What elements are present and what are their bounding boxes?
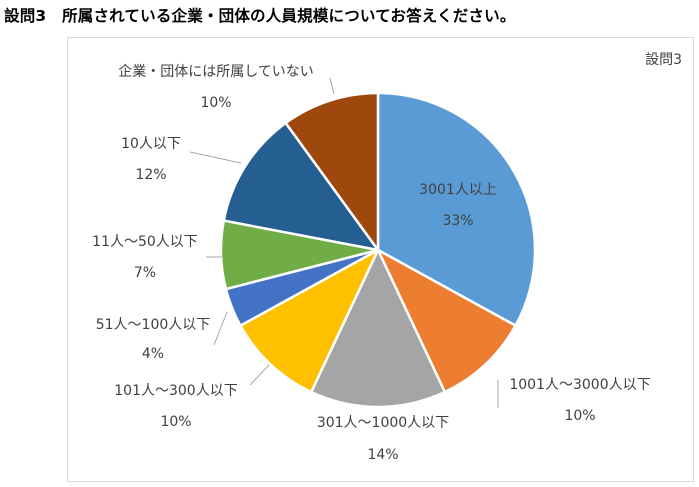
question-title: 設問3 所属されている企業・団体の人員規模についてお答えください。 [4, 7, 516, 25]
pie-slice-3001-plus [376, 91, 537, 327]
label-category-51-100: 51人～100人以下 [96, 317, 211, 333]
label-percent-unaffiliated: 10% [200, 95, 231, 111]
label-category-1001-3000: 1001人～3000人以下 [509, 377, 650, 393]
pie-slice-101-300 [239, 248, 380, 394]
label-category-unaffiliated: 企業・団体には所属していない [118, 63, 314, 80]
leader-line-51-100 [213, 311, 228, 346]
pie-slice-301-1000 [309, 248, 447, 409]
leader-line-unaffiliated [329, 77, 335, 95]
label-percent-1001-3000: 10% [564, 408, 595, 424]
label-percent-3001-plus: 33% [442, 213, 473, 229]
leader-lines [189, 77, 499, 408]
chart-title: 設問3 [645, 52, 682, 68]
label-percent-51-100: 4% [142, 346, 164, 362]
pie-slice-1001-3000 [376, 248, 517, 394]
leader-line-101-300 [249, 364, 270, 386]
data-labels: 3001人以上 33% 1001人～3000人以下 10% 301人～1000人以下 14… [92, 63, 650, 463]
label-percent-11-50: 7% [134, 265, 156, 281]
label-category-10-or-less: 10人以下 [121, 136, 181, 152]
label-category-301-1000: 301人～1000人以下 [317, 415, 449, 431]
label-category-101-300: 101人～300人以下 [114, 383, 237, 399]
label-percent-10-or-less: 12% [135, 167, 166, 183]
label-percent-301-1000: 14% [367, 447, 398, 463]
pie-slices [219, 91, 537, 409]
pie-slice-10-or-less [222, 121, 380, 252]
label-category-3001-plus: 3001人以上 [419, 182, 497, 198]
label-percent-101-300: 10% [160, 414, 191, 430]
pie-slice-unaffiliated [284, 91, 380, 252]
label-category-11-50: 11人～50人以下 [92, 234, 198, 250]
leader-line-10-or-less [189, 151, 242, 164]
